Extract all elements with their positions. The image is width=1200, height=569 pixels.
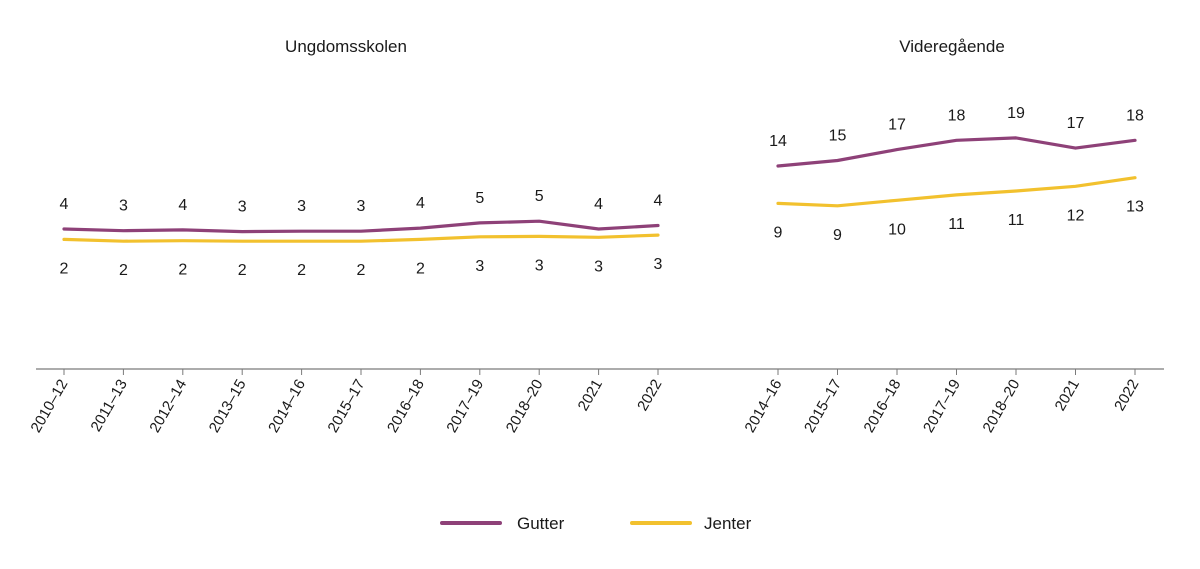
data-label-jenter: 2 [178,262,187,279]
x-tick-label-2016-18: 2016–18 [861,377,905,436]
x-tick-label-2018-20: 2018–20 [980,377,1024,436]
data-label-jenter: 2 [357,262,366,279]
x-tick-label-2022: 2022 [1111,377,1142,414]
series-line-jenter-0 [62,233,660,243]
data-label-gutter: 17 [1067,115,1085,132]
data-label-jenter: 3 [594,258,603,275]
data-label-gutter: 18 [948,107,966,124]
x-tick-label-2016-18: 2016–18 [384,377,428,436]
panel-ungdomsskolen: 4 3 4 3 3 3 4 5 5 4 4 2 2 2 2 2 2 2 3 3 3 3 2010–12 2011–13 2012… [28,188,666,435]
data-label-gutter: 4 [178,197,187,214]
data-label-jenter: 2 [416,260,425,277]
x-tick-label-2017-19: 2017–19 [920,377,964,436]
x-tick-label-2015-17: 2015–17 [325,377,369,436]
data-label-gutter: 19 [1007,105,1025,122]
legend: Gutter Jenter [440,514,752,533]
data-label-jenter: 12 [1067,207,1085,224]
data-label-gutter: 4 [416,195,425,212]
data-label-jenter: 3 [475,258,484,275]
x-tick-label-2012-14: 2012–14 [146,377,190,436]
data-label-jenter: 10 [888,221,906,238]
data-label-jenter: 11 [948,216,965,233]
legend-label-gutter: Gutter [517,514,565,533]
data-label-jenter: 2 [238,262,247,279]
data-label-gutter: 3 [238,199,247,216]
data-label-jenter: 2 [119,262,128,279]
data-label-jenter: 9 [833,227,842,244]
data-label-gutter: 17 [888,117,906,134]
data-label-gutter: 3 [357,198,366,215]
data-label-gutter: 3 [119,198,128,215]
series-line-jenter-1 [776,176,1137,208]
data-label-jenter: 3 [535,257,544,274]
data-label-jenter: 2 [297,262,306,279]
data-label-gutter: 15 [829,128,847,145]
panel-title-ungdomsskolen: Ungdomsskolen [285,37,407,56]
x-tick-label-2011-13: 2011–13 [87,377,130,435]
data-label-gutter: 5 [535,188,544,205]
x-tick-label-2017-19: 2017–19 [443,377,487,436]
data-label-jenter: 3 [654,256,663,273]
x-tick-label-2022: 2022 [634,377,665,414]
x-tick-label-2013-15: 2013–15 [206,377,250,436]
data-label-gutter: 4 [654,193,663,210]
series-line-gutter-1 [776,136,1137,168]
x-tick-label-2015-17: 2015–17 [801,377,845,436]
data-label-gutter: 14 [769,133,787,150]
x-tick-label-2018-20: 2018–20 [503,377,547,436]
data-label-gutter: 18 [1126,107,1144,124]
data-label-jenter: 2 [60,260,69,277]
x-tick-label-2021: 2021 [1052,377,1083,414]
legend-label-jenter: Jenter [704,514,752,533]
panel-videregaende: 14 15 17 18 19 17 18 9 9 10 11 11 12 13 2014–16 2015–17… [742,105,1144,436]
x-tick-label-2010-12: 2010–12 [28,377,72,436]
data-label-gutter: 5 [475,190,484,207]
data-label-gutter: 4 [594,196,603,213]
data-label-jenter: 13 [1126,199,1144,216]
x-tick-label-2014-16: 2014–16 [265,377,309,436]
data-label-jenter: 11 [1008,212,1025,229]
x-tick-label-2021: 2021 [575,377,606,414]
series-line-gutter-0 [62,219,660,234]
panel-title-videregaende: Videregående [899,37,1005,56]
data-label-jenter: 9 [774,224,783,241]
data-label-gutter: 3 [297,198,306,215]
data-label-gutter: 4 [60,196,69,213]
x-tick-label-2014-16: 2014–16 [742,377,786,436]
